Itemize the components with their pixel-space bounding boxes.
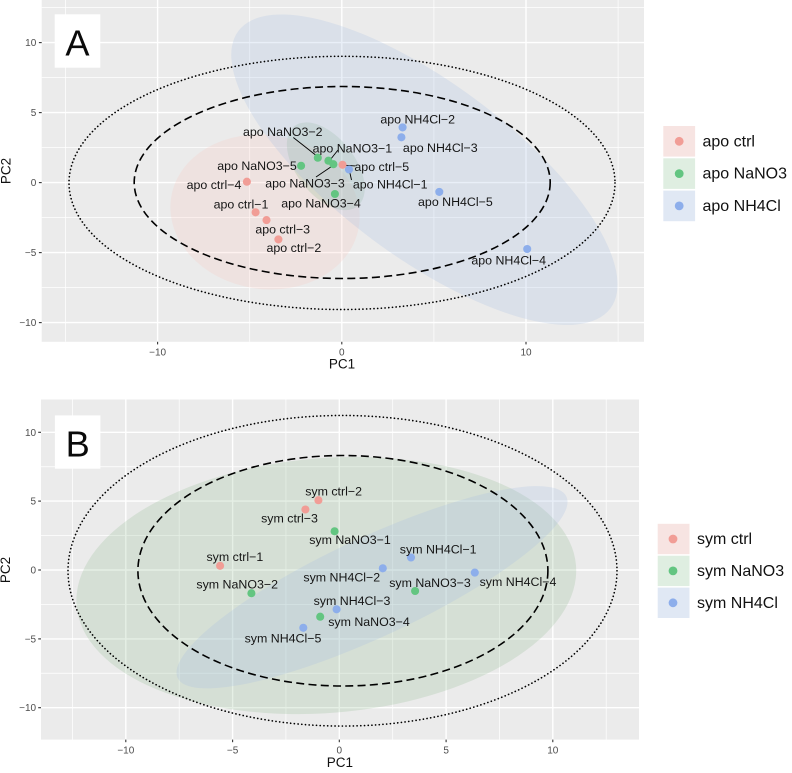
svg-text:0: 0 [31,178,37,189]
svg-text:apo NH4Cl−4: apo NH4Cl−4 [471,253,546,267]
svg-text:apo NaNO3: apo NaNO3 [703,166,788,183]
svg-text:−10: −10 [19,318,36,329]
svg-text:sym NH4Cl−3: sym NH4Cl−3 [314,594,391,608]
svg-text:apo NH4Cl−3: apo NH4Cl−3 [403,141,478,155]
svg-text:apo NH4Cl−2: apo NH4Cl−2 [380,112,455,126]
svg-text:apo NaNO3−1: apo NaNO3−1 [313,142,393,156]
svg-text:sym NaNO3−3: sym NaNO3−3 [389,576,471,590]
svg-text:apo ctrl−1: apo ctrl−1 [214,198,269,212]
svg-text:−10: −10 [19,703,36,714]
svg-text:apo ctrl−2: apo ctrl−2 [267,241,322,255]
svg-text:apo NaNO3−5: apo NaNO3−5 [217,159,297,173]
svg-text:apo ctrl−3: apo ctrl−3 [255,222,310,236]
svg-text:sym NaNO3−1: sym NaNO3−1 [309,533,391,547]
svg-text:−10: −10 [149,348,166,359]
svg-text:0: 0 [339,348,345,359]
svg-text:sym NH4Cl: sym NH4Cl [697,595,778,612]
svg-text:sym NaNO3: sym NaNO3 [697,563,784,580]
svg-text:sym NaNO3−4: sym NaNO3−4 [328,615,410,629]
svg-text:−5: −5 [227,745,239,756]
svg-text:apo NH4Cl: apo NH4Cl [703,198,781,215]
svg-text:5: 5 [31,497,37,508]
svg-text:10: 10 [25,38,37,49]
svg-text:−10: −10 [117,745,134,756]
svg-text:apo NaNO3−2: apo NaNO3−2 [243,125,323,139]
svg-text:−5: −5 [25,634,37,645]
svg-text:sym NH4Cl−4: sym NH4Cl−4 [480,575,557,589]
svg-text:sym NH4Cl−2: sym NH4Cl−2 [303,570,380,584]
svg-text:apo NaNO3−4: apo NaNO3−4 [281,196,361,210]
svg-text:PC2: PC2 [0,557,13,583]
svg-text:PC1: PC1 [327,755,353,768]
svg-text:−5: −5 [25,248,37,259]
svg-text:apo NH4Cl−1: apo NH4Cl−1 [353,178,428,192]
svg-text:PC2: PC2 [0,158,14,184]
svg-text:sym ctrl: sym ctrl [697,531,752,548]
svg-text:5: 5 [31,108,37,119]
svg-text:sym NaNO3−2: sym NaNO3−2 [196,578,278,592]
svg-text:sym ctrl−1: sym ctrl−1 [206,550,263,564]
svg-text:apo ctrl−4: apo ctrl−4 [187,178,242,192]
svg-text:apo ctrl−5: apo ctrl−5 [354,160,409,174]
svg-text:sym ctrl−3: sym ctrl−3 [261,511,318,525]
svg-text:0: 0 [337,745,343,756]
svg-text:sym NH4Cl−5: sym NH4Cl−5 [245,631,322,645]
svg-text:10: 10 [520,348,532,359]
svg-text:5: 5 [443,745,449,756]
svg-text:B: B [66,423,90,464]
svg-text:PC1: PC1 [329,357,355,372]
svg-text:apo ctrl: apo ctrl [703,133,755,150]
svg-text:sym ctrl−2: sym ctrl−2 [305,484,362,498]
svg-text:0: 0 [31,566,37,577]
svg-text:10: 10 [547,745,559,756]
svg-text:10: 10 [25,428,37,439]
svg-text:apo NaNO3−3: apo NaNO3−3 [265,176,345,190]
svg-text:apo NH4Cl−5: apo NH4Cl−5 [418,195,493,209]
svg-text:A: A [65,23,90,64]
svg-text:sym NH4Cl−1: sym NH4Cl−1 [400,543,477,557]
